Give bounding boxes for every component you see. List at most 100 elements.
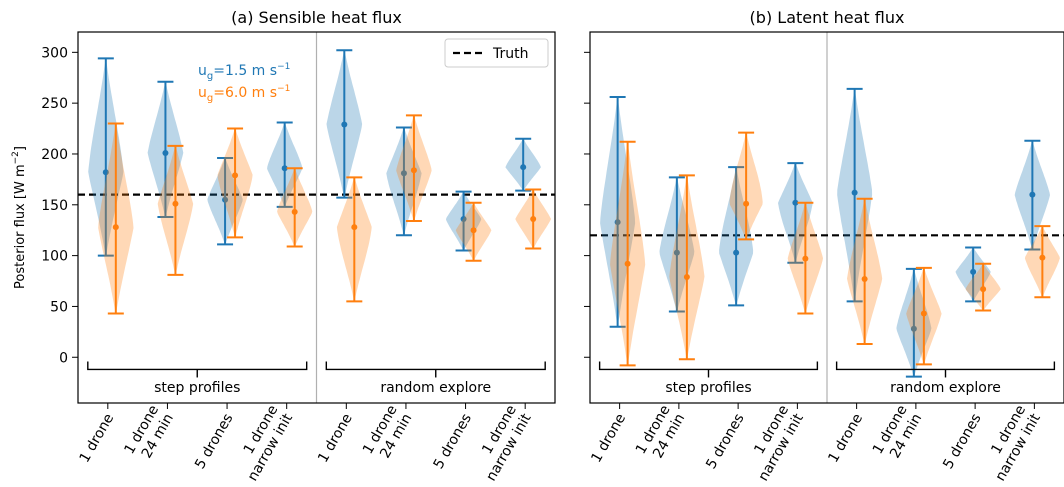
violin-s0-1-median bbox=[162, 149, 169, 156]
y-tick-label: 150 bbox=[41, 198, 68, 214]
y-axis-label-text: Posterior flux [W m bbox=[13, 164, 28, 289]
x-tick-label: 1 dronenarrow init bbox=[978, 402, 1044, 484]
violin-s0-4 bbox=[326, 49, 363, 199]
x-tick-label: 1 dronenarrow init bbox=[469, 402, 535, 484]
y-axis-label: Posterior flux [W m−2] bbox=[11, 146, 28, 289]
violin-s1-3-median bbox=[291, 208, 298, 215]
violin-s1-2-median bbox=[743, 200, 750, 207]
series-label-base: u bbox=[198, 85, 207, 101]
violin-s0-1 bbox=[147, 80, 184, 218]
x-tick-label: 5 drones bbox=[703, 411, 747, 472]
y-tick-label: 250 bbox=[41, 96, 68, 112]
violin-s1-3-median bbox=[802, 255, 809, 262]
violin-s0-5-median bbox=[910, 325, 917, 332]
violin-s0-7 bbox=[1014, 139, 1050, 251]
violin-s1-5-median bbox=[920, 310, 927, 317]
violin-s1-6 bbox=[455, 201, 492, 262]
x-tick-label-line: 1 drone bbox=[77, 411, 118, 466]
y-tick-label: 0 bbox=[59, 350, 68, 366]
x-tick-label-line: 1 drone bbox=[588, 411, 629, 466]
series-label-1: ug=6.0 m s−1 bbox=[198, 84, 290, 104]
violin-s0-3 bbox=[267, 121, 303, 208]
violin-s1-7 bbox=[515, 188, 552, 250]
violin-s0-4-median bbox=[851, 189, 858, 196]
violin-s0-5-median bbox=[400, 170, 407, 177]
x-tick-label-line: 1 drone bbox=[825, 411, 866, 466]
x-tick-label: 1 drone24 min bbox=[121, 403, 176, 466]
violin-s1-3 bbox=[277, 167, 313, 248]
violin-s1-2-median bbox=[232, 172, 239, 179]
y-axis-label-sup: −2 bbox=[11, 151, 21, 164]
violin-s0-6 bbox=[446, 190, 482, 252]
violin-s1-0-median bbox=[112, 224, 119, 231]
violin-s0-7-median bbox=[1029, 191, 1036, 198]
violin-s1-6-median bbox=[470, 227, 477, 234]
series-label-sub: g bbox=[207, 93, 213, 104]
series-label-rest: =6.0 m s bbox=[213, 85, 277, 101]
violin-s1-1-median bbox=[172, 200, 179, 207]
x-tick-label: 5 drones bbox=[192, 411, 236, 472]
violin-s0-7 bbox=[505, 137, 541, 192]
violin-s1-0 bbox=[98, 122, 134, 315]
violin-s1-4 bbox=[847, 197, 883, 346]
violin-s0-3-median bbox=[281, 165, 288, 172]
panel-b: (b) Latent heat flux step profiles random … bbox=[584, 8, 1064, 484]
violin-s0-2-median bbox=[222, 196, 229, 203]
y-tick-label: 50 bbox=[50, 299, 68, 315]
series-label-sup: −1 bbox=[277, 84, 290, 94]
violin-s1-4-median bbox=[861, 275, 868, 282]
violin-s0-3-median bbox=[792, 199, 799, 206]
violin-s1-0 bbox=[610, 140, 646, 367]
violin-s1-5-median bbox=[410, 167, 417, 174]
violin-s1-7-median bbox=[530, 216, 537, 223]
series-label-sup: −1 bbox=[277, 62, 290, 72]
violin-s1-2 bbox=[217, 127, 253, 239]
group-bracket bbox=[835, 361, 1056, 371]
x-tick-label: 1 dronenarrow init bbox=[230, 402, 296, 484]
x-tick-label: 1 drone24 min bbox=[633, 403, 688, 466]
group-bracket bbox=[87, 361, 308, 371]
violin-s1-4-median bbox=[351, 224, 358, 231]
group-label: step profiles bbox=[154, 380, 240, 396]
violin-s1-0-median bbox=[624, 260, 631, 267]
plot-frame bbox=[77, 31, 556, 404]
series-label-base: u bbox=[198, 63, 207, 79]
y-tick-label: 200 bbox=[41, 147, 68, 163]
violin-s0-5 bbox=[896, 267, 932, 378]
x-tick-label: 1 dronenarrow init bbox=[741, 402, 807, 484]
violin-s1-5 bbox=[906, 266, 942, 366]
series-label-sub: g bbox=[207, 71, 213, 82]
violin-s1-4 bbox=[336, 176, 372, 303]
x-tick-label: 1 drone bbox=[588, 411, 629, 466]
violin-s0-6 bbox=[955, 246, 991, 303]
violin-s0-4-median bbox=[341, 121, 348, 128]
violin-s0-5 bbox=[386, 126, 422, 237]
violin-s1-6-median bbox=[980, 286, 987, 293]
x-tick-label: 5 drones bbox=[940, 411, 984, 472]
violin-s1-6 bbox=[965, 262, 1001, 312]
violin-s0-4 bbox=[837, 87, 873, 303]
group-label: step profiles bbox=[665, 380, 751, 396]
x-tick-label: 1 drone bbox=[77, 411, 118, 466]
violin-s1-7 bbox=[1024, 225, 1060, 299]
x-tick-label: 1 drone bbox=[315, 411, 356, 466]
panel-title: (a) Sensible heat flux bbox=[231, 8, 402, 27]
panel-a: (a) Sensible heat flux 0 50 100 150 200 250 300… bbox=[11, 8, 556, 484]
violin-s1-1-median bbox=[683, 273, 690, 280]
y-axis-label-end: ] bbox=[13, 146, 28, 151]
violin-s0-0 bbox=[600, 96, 636, 328]
group-label: random explore bbox=[380, 380, 491, 396]
violin-s0-2 bbox=[207, 157, 243, 246]
violin-s0-0-median bbox=[614, 219, 621, 226]
violin-s1-3 bbox=[787, 201, 823, 315]
violin-s1-7-median bbox=[1039, 254, 1046, 261]
x-tick-label-line: 5 drones bbox=[703, 411, 747, 472]
violin-s0-0-median bbox=[102, 169, 109, 176]
violin-s0-6-median bbox=[460, 216, 467, 223]
violin-s1-1 bbox=[669, 174, 705, 361]
violin-s0-0 bbox=[88, 57, 124, 257]
x-tick-label-line: 5 drones bbox=[192, 411, 236, 472]
violin-s0-7-median bbox=[520, 164, 527, 171]
x-tick-label: 1 drone24 min bbox=[360, 403, 415, 466]
violin-s0-3 bbox=[778, 162, 813, 264]
